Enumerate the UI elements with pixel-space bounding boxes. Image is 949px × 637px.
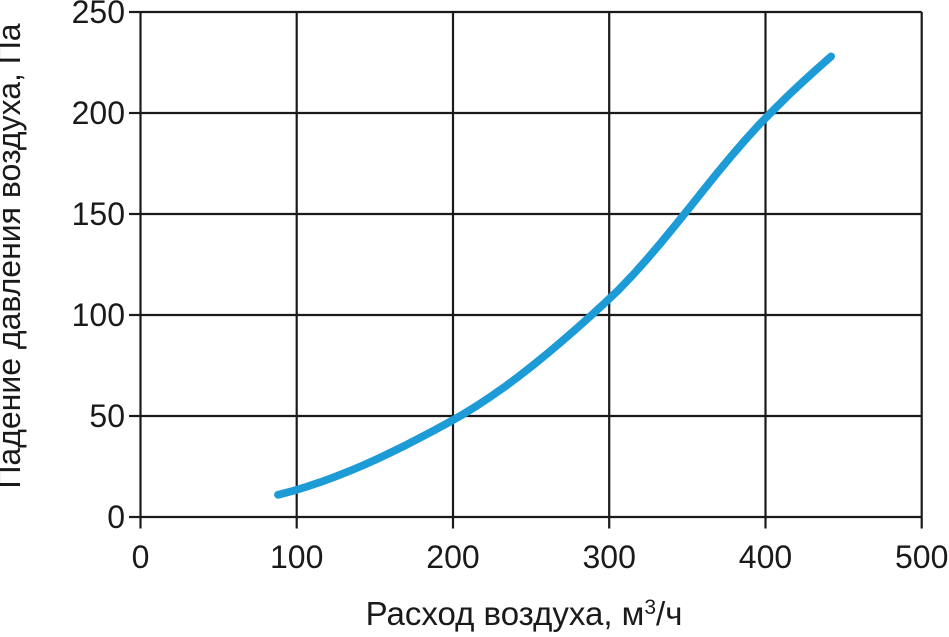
svg-text:Расход воздуха, м3/ч: Расход воздуха, м3/ч: [366, 595, 683, 632]
svg-text:500: 500: [895, 539, 948, 575]
svg-text:0: 0: [107, 499, 125, 535]
svg-text:50: 50: [89, 398, 125, 434]
svg-text:200: 200: [72, 95, 125, 131]
svg-text:200: 200: [426, 539, 479, 575]
svg-text:150: 150: [72, 196, 125, 232]
svg-text:100: 100: [72, 297, 125, 333]
svg-text:250: 250: [72, 0, 125, 30]
svg-text:300: 300: [583, 539, 636, 575]
svg-text:100: 100: [270, 539, 323, 575]
svg-text:Падение давления воздуха, Па: Падение давления воздуха, Па: [0, 23, 27, 488]
svg-text:400: 400: [739, 539, 792, 575]
svg-text:0: 0: [132, 539, 150, 575]
